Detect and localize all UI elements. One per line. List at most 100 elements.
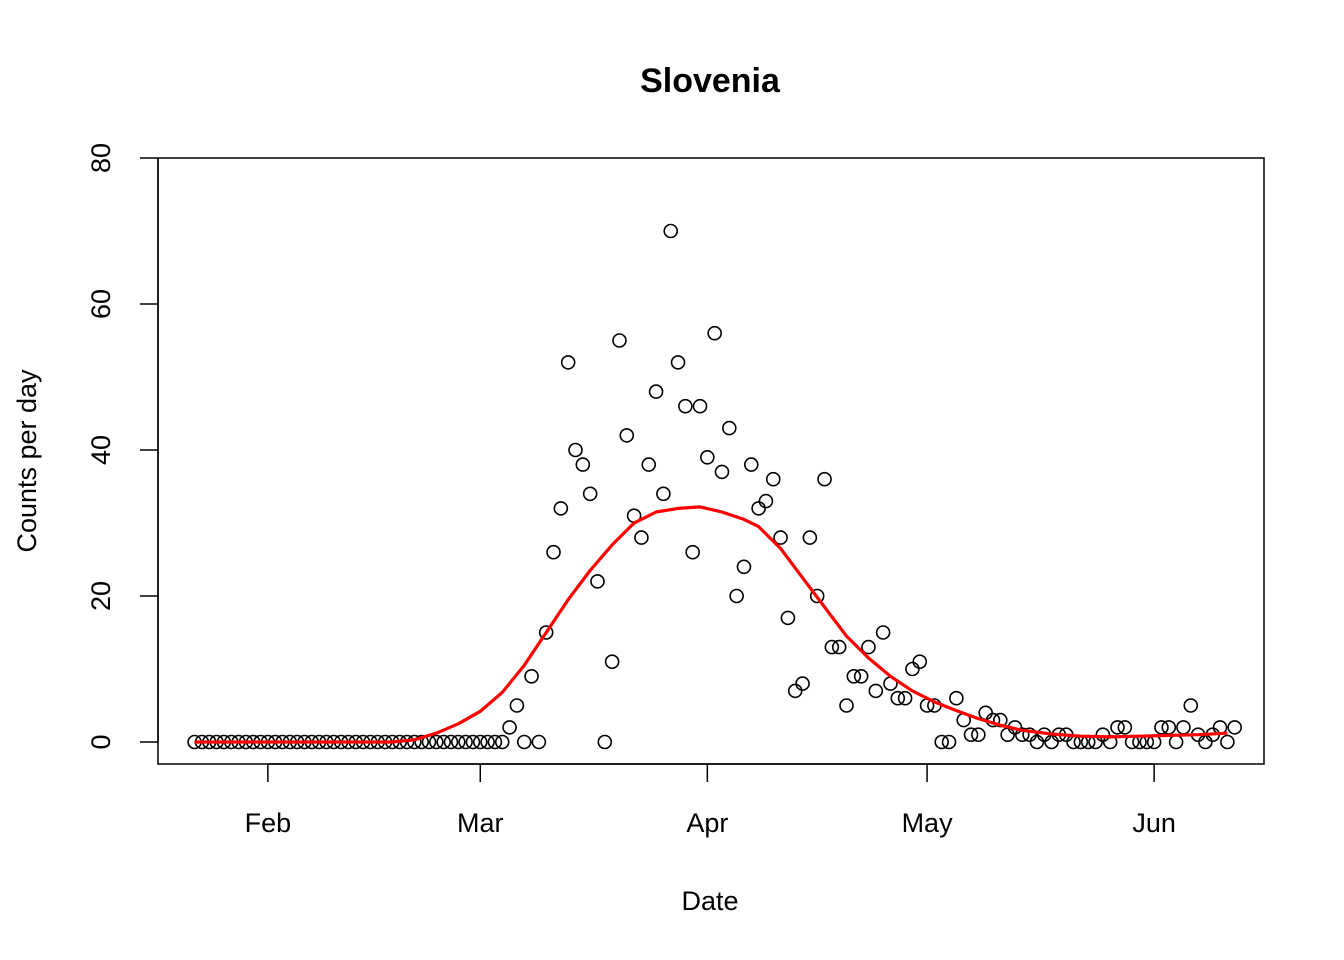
data-point bbox=[1117, 720, 1133, 735]
data-point bbox=[839, 698, 854, 713]
x-tick-label: May bbox=[902, 808, 954, 838]
data-point bbox=[458, 734, 473, 750]
data-point bbox=[809, 588, 825, 604]
data-point bbox=[1161, 720, 1177, 735]
data-point bbox=[443, 734, 459, 750]
data-point bbox=[575, 457, 591, 472]
data-point bbox=[941, 734, 957, 750]
data-point bbox=[538, 625, 554, 640]
y-tick-label: 0 bbox=[86, 734, 116, 749]
data-point bbox=[648, 384, 664, 399]
plot-frame bbox=[157, 157, 1265, 765]
data-point bbox=[524, 668, 539, 684]
data-point bbox=[641, 457, 657, 472]
data-point bbox=[846, 668, 862, 684]
data-point bbox=[597, 734, 613, 750]
smooth-line-group bbox=[194, 505, 1228, 744]
data-point bbox=[890, 690, 906, 706]
data-point bbox=[729, 588, 744, 604]
data-point bbox=[743, 457, 759, 472]
data-point bbox=[436, 734, 451, 750]
data-point bbox=[897, 690, 913, 706]
data-point bbox=[553, 501, 569, 516]
data-point bbox=[868, 683, 884, 699]
data-points bbox=[187, 223, 1243, 750]
data-point bbox=[934, 734, 950, 750]
data-point bbox=[678, 398, 693, 414]
data-point bbox=[700, 449, 715, 465]
data-point bbox=[531, 734, 547, 750]
data-point bbox=[773, 530, 788, 545]
data-point bbox=[494, 734, 510, 750]
data-point bbox=[1183, 698, 1199, 713]
data-point bbox=[465, 734, 481, 750]
data-point bbox=[722, 420, 737, 436]
y-tick-label: 60 bbox=[86, 289, 116, 319]
data-point bbox=[787, 683, 803, 699]
data-point bbox=[802, 530, 818, 545]
data-point bbox=[1168, 734, 1184, 750]
data-point bbox=[487, 734, 503, 750]
data-point bbox=[604, 654, 620, 670]
data-point bbox=[670, 355, 686, 370]
x-axis-label: Date bbox=[681, 886, 738, 916]
data-point bbox=[1176, 720, 1191, 735]
x-tick-label: Feb bbox=[245, 808, 292, 838]
data-point bbox=[707, 325, 722, 341]
data-point bbox=[1227, 720, 1243, 735]
data-point bbox=[619, 428, 635, 443]
x-tick-label: Apr bbox=[686, 808, 728, 838]
data-point bbox=[1022, 727, 1037, 743]
y-axis-label: Counts per day bbox=[12, 369, 42, 553]
data-point bbox=[560, 355, 576, 370]
y-tick-label: 20 bbox=[86, 581, 116, 611]
data-point bbox=[634, 530, 649, 545]
data-point bbox=[1014, 727, 1030, 743]
smooth-trend-line bbox=[194, 505, 1228, 744]
data-point bbox=[714, 464, 730, 480]
data-point bbox=[736, 559, 752, 575]
data-point bbox=[590, 574, 605, 589]
data-point bbox=[568, 442, 583, 458]
data-point bbox=[1095, 727, 1111, 743]
data-point bbox=[765, 471, 781, 487]
chart-title: Slovenia bbox=[640, 62, 781, 100]
data-point bbox=[1154, 720, 1169, 735]
x-tick-label: Mar bbox=[457, 808, 504, 838]
data-point bbox=[1029, 734, 1045, 750]
data-point bbox=[795, 676, 810, 691]
x-axis: Feb Mar Apr May Jun bbox=[245, 763, 1176, 838]
data-point bbox=[451, 734, 466, 750]
data-point bbox=[656, 486, 671, 502]
y-tick-label: 80 bbox=[86, 143, 116, 173]
data-point bbox=[472, 734, 488, 750]
data-point bbox=[831, 639, 847, 655]
data-point bbox=[978, 705, 993, 721]
data-point bbox=[516, 734, 532, 750]
data-point bbox=[912, 654, 928, 670]
data-point bbox=[546, 544, 561, 560]
data-point bbox=[509, 698, 525, 713]
data-point bbox=[1198, 734, 1213, 750]
y-axis: 0 20 40 60 80 bbox=[86, 143, 159, 750]
data-point bbox=[1110, 720, 1125, 735]
x-tick-label: Jun bbox=[1132, 808, 1176, 838]
data-point bbox=[905, 661, 920, 677]
data-point bbox=[685, 544, 700, 560]
data-point bbox=[692, 398, 708, 414]
data-point bbox=[502, 720, 517, 735]
data-point bbox=[612, 333, 627, 348]
data-point bbox=[824, 639, 840, 655]
data-point bbox=[480, 734, 495, 750]
data-point bbox=[875, 625, 891, 640]
data-point bbox=[663, 223, 679, 239]
data-point bbox=[429, 734, 444, 750]
data-point bbox=[1220, 734, 1235, 750]
data-point bbox=[949, 690, 964, 706]
data-point bbox=[817, 471, 832, 487]
data-point bbox=[1044, 734, 1059, 750]
data-point bbox=[971, 727, 986, 743]
data-point bbox=[1000, 727, 1015, 743]
data-point bbox=[963, 727, 979, 743]
